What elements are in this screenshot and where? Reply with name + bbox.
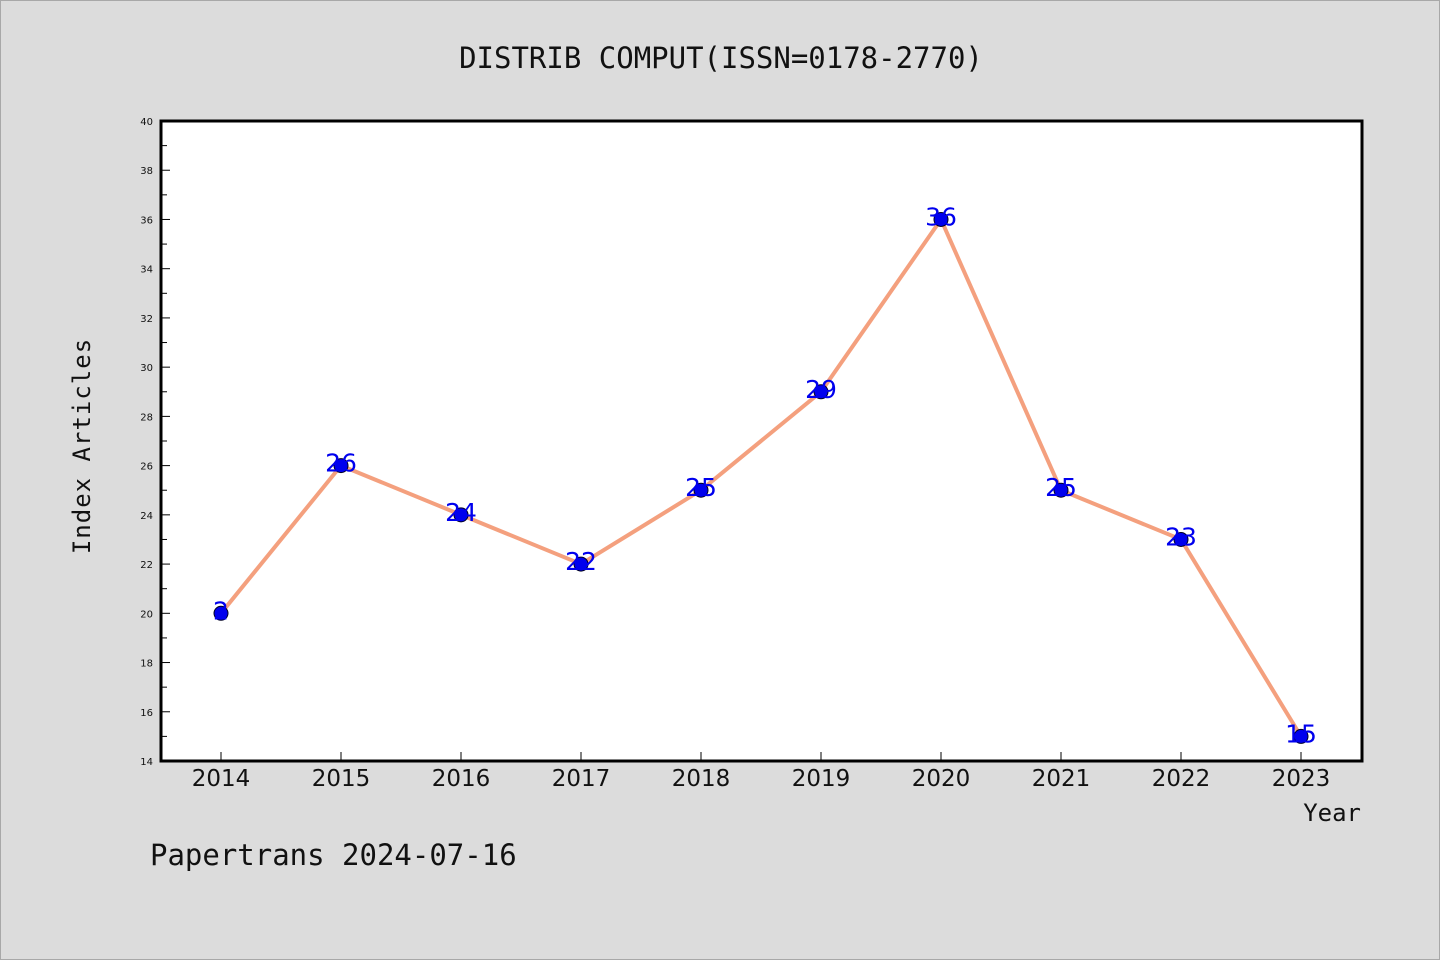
data-points — [213, 211, 1309, 744]
plot-frame — [159, 119, 1364, 763]
footer-credit: Papertrans 2024-07-16 — [150, 838, 517, 872]
y-tick-label: 38 — [140, 166, 153, 177]
data-label: 36 — [925, 202, 957, 231]
data-label: 22 — [565, 547, 597, 576]
y-tick-label: 40 — [140, 117, 153, 128]
series-line — [219, 217, 1303, 738]
x-tick-label: 2017 — [552, 766, 611, 792]
y-tick-label: 22 — [140, 560, 153, 571]
x-tick-label: 2021 — [1032, 766, 1091, 792]
y-tick-label: 36 — [140, 215, 153, 226]
x-tick-label: 2019 — [792, 766, 851, 792]
data-point — [1053, 482, 1069, 498]
data-labels: 2 26 24 22 25 29 36 25 23 15 — [213, 202, 1317, 748]
data-label: 23 — [1165, 522, 1197, 551]
data-point — [573, 556, 589, 572]
data-point — [933, 211, 949, 227]
x-tick-label: 2014 — [192, 766, 251, 792]
y-tick-label: 20 — [140, 609, 153, 620]
y-tick-label: 18 — [140, 659, 153, 670]
data-label: 29 — [805, 375, 837, 404]
data-label: 15 — [1285, 719, 1317, 748]
y-axis-label: Index Articles — [68, 338, 96, 554]
chart-title: DISTRIB COMPUT(ISSN=0178-2770) — [459, 41, 983, 75]
data-point — [693, 482, 709, 498]
y-tick-label: 34 — [140, 265, 153, 276]
y-tick-label: 16 — [140, 708, 153, 719]
y-tick-label: 30 — [140, 363, 153, 374]
data-label: 25 — [685, 473, 717, 502]
data-label: 26 — [325, 449, 357, 478]
data-label: 2 — [213, 596, 229, 625]
series-polyline — [219, 217, 1303, 738]
y-tick-label: 14 — [140, 757, 153, 768]
x-tick-label: 2018 — [672, 766, 731, 792]
data-label: 25 — [1045, 473, 1077, 502]
y-tick-label: 32 — [140, 314, 153, 325]
x-axis-label: Year — [1303, 799, 1361, 827]
x-tick-label: 2020 — [912, 766, 971, 792]
data-label: 24 — [445, 498, 477, 527]
data-point — [453, 507, 469, 523]
x-tick-label: 2015 — [312, 766, 371, 792]
y-tick-label: 26 — [140, 462, 153, 473]
x-tick-label: 2023 — [1272, 766, 1331, 792]
data-point — [213, 605, 229, 621]
data-point — [813, 384, 829, 400]
data-point — [1173, 531, 1189, 547]
x-tick-label: 2022 — [1152, 766, 1211, 792]
data-point — [333, 458, 349, 474]
x-tick-label: 2016 — [432, 766, 491, 792]
y-tick-label: 24 — [140, 511, 153, 522]
y-tick-label: 28 — [140, 412, 153, 423]
data-point — [1293, 728, 1309, 744]
x-axis: 2014 2015 2016 2017 2018 2019 2020 2021 2022 2023 — [192, 752, 1331, 792]
